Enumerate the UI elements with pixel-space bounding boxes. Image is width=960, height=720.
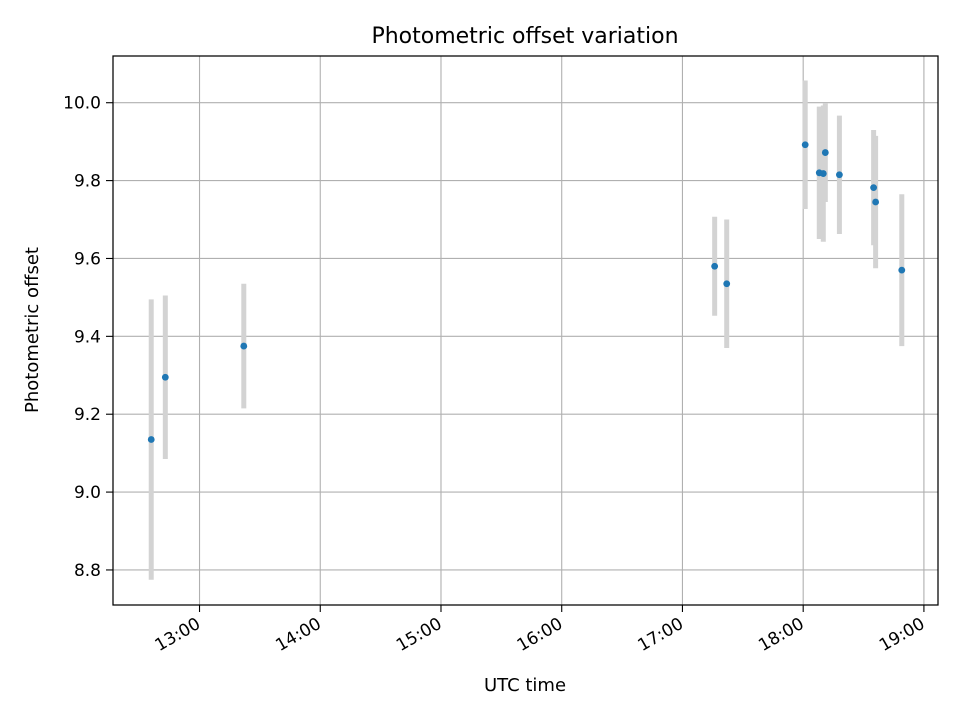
y-tick-label: 10.0 [63, 94, 101, 114]
data-point [711, 262, 719, 270]
y-tick-label: 9.2 [74, 405, 101, 425]
y-tick-label: 9.0 [74, 483, 101, 503]
x-tick-label: 13:00 [152, 614, 204, 656]
data-point [819, 170, 827, 177]
x-tick-label: 18:00 [755, 614, 807, 656]
data-point [870, 184, 878, 192]
x-tick-label: 15:00 [393, 614, 445, 656]
data-points [147, 141, 906, 443]
y-axis-ticks: 8.8 9.0 9.2 9.4 9.6 9.8 10.0 [63, 94, 113, 581]
chart-title: Photometric offset variation [371, 24, 678, 49]
data-point [898, 266, 906, 274]
x-tick-label: 14:00 [272, 614, 324, 656]
error-bars [148, 80, 905, 580]
x-axis-label: UTC time [484, 675, 566, 696]
data-point [240, 342, 248, 350]
data-point [872, 198, 880, 206]
x-axis-ticks: 13:00 14:00 15:00 16:00 17:00 18:00 19:00 [152, 605, 928, 656]
y-tick-label: 8.8 [74, 561, 101, 581]
plot-frame [112, 55, 939, 606]
y-tick-label: 9.4 [74, 327, 101, 347]
x-tick-label: 17:00 [635, 614, 687, 656]
y-axis-label: Photometric offset [22, 247, 43, 413]
grid [113, 56, 938, 605]
data-point [161, 373, 169, 381]
y-tick-label: 9.6 [74, 249, 101, 269]
data-point [147, 436, 155, 443]
x-tick-label: 16:00 [514, 614, 566, 656]
data-point [821, 149, 829, 156]
data-point [723, 280, 731, 288]
data-point [801, 141, 809, 149]
data-point [836, 171, 843, 179]
x-tick-label: 19:00 [876, 614, 928, 656]
y-tick-label: 9.8 [74, 172, 101, 192]
